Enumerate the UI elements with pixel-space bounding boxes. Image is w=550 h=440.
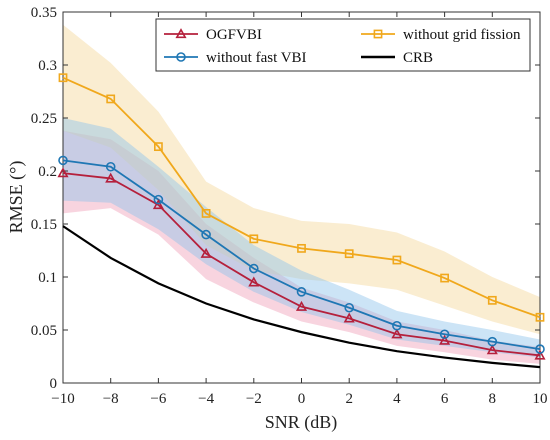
y-tick-label: 0.15 bbox=[31, 217, 57, 233]
legend-marker-0 bbox=[175, 28, 187, 39]
y-axis-label: RMSE (°) bbox=[6, 161, 27, 234]
data-point-1 bbox=[201, 209, 211, 218]
data-point-1 bbox=[344, 249, 354, 259]
legend: OGFVBI without grid fission without fast V… bbox=[155, 18, 531, 72]
data-point-1 bbox=[487, 295, 497, 305]
series-line-0 bbox=[62, 172, 541, 357]
data-point-2 bbox=[487, 336, 498, 347]
data-point-1 bbox=[535, 312, 545, 322]
data-point-0 bbox=[295, 300, 308, 311]
data-point-0 bbox=[343, 312, 355, 323]
series-line-1 bbox=[62, 76, 541, 319]
confidence-band-0 bbox=[63, 130, 540, 364]
data-point-2 bbox=[392, 320, 402, 331]
data-point-2 bbox=[249, 263, 259, 274]
y-tick-label: 0 bbox=[50, 376, 58, 392]
x-tick-label: −2 bbox=[246, 391, 262, 407]
x-tick-label: −6 bbox=[150, 391, 166, 407]
x-tick-label: 6 bbox=[441, 391, 449, 407]
x-tick-label: 2 bbox=[345, 391, 353, 407]
y-tick-label: 0.05 bbox=[31, 323, 57, 339]
x-tick-label: −10 bbox=[51, 391, 74, 407]
series-markers bbox=[57, 73, 546, 360]
confidence-bands bbox=[63, 24, 540, 364]
data-point-2 bbox=[58, 155, 68, 166]
x-tick-label: 0 bbox=[298, 391, 306, 407]
legend-label-3: CRB bbox=[403, 50, 433, 66]
x-axis-label: SNR (dB) bbox=[265, 412, 338, 433]
legend-marker-1 bbox=[373, 29, 383, 39]
data-point-0 bbox=[200, 247, 212, 258]
y-tick-label: 0.3 bbox=[38, 58, 57, 74]
confidence-band-1 bbox=[63, 24, 540, 335]
y-tick-label: 0.2 bbox=[38, 164, 57, 180]
series-line-2 bbox=[62, 159, 541, 350]
y-tick-label: 0.25 bbox=[31, 111, 57, 127]
data-point-2 bbox=[344, 302, 355, 313]
data-point-0 bbox=[248, 276, 260, 287]
data-point-2 bbox=[201, 229, 211, 240]
data-point-0 bbox=[439, 334, 451, 345]
data-point-0 bbox=[534, 349, 546, 360]
legend-label-0: OGFVBI bbox=[206, 27, 262, 43]
legend-marker-2 bbox=[176, 52, 186, 62]
series-lines bbox=[62, 76, 541, 369]
data-point-0 bbox=[105, 172, 117, 183]
y-tick-label: 0.35 bbox=[31, 5, 57, 21]
data-point-1 bbox=[106, 94, 116, 104]
x-tick-label: 10 bbox=[533, 391, 548, 407]
legend-box bbox=[155, 18, 531, 72]
data-point-1 bbox=[58, 73, 68, 83]
data-point-0 bbox=[391, 328, 403, 339]
tick-marks: −10 −8 −6 −4 −2 0 2 4 6 8 10 0 0.05 0.1 0.15 0.2 0.25 0.3… bbox=[31, 5, 548, 407]
data-point-2 bbox=[296, 287, 307, 297]
data-point-1 bbox=[440, 273, 449, 283]
data-point-2 bbox=[153, 194, 164, 205]
data-point-2 bbox=[439, 329, 450, 340]
data-point-1 bbox=[297, 243, 306, 253]
data-point-0 bbox=[152, 199, 164, 210]
data-point-0 bbox=[486, 344, 498, 355]
x-tick-label: −4 bbox=[198, 391, 214, 407]
x-tick-label: 8 bbox=[489, 391, 497, 407]
data-point-1 bbox=[154, 142, 163, 152]
data-point-1 bbox=[392, 255, 402, 265]
data-point-2 bbox=[105, 161, 116, 172]
data-point-2 bbox=[535, 344, 545, 354]
x-tick-label: 4 bbox=[393, 391, 401, 407]
y-tick-label: 0.1 bbox=[38, 270, 57, 286]
data-point-0 bbox=[57, 167, 69, 178]
data-point-1 bbox=[249, 234, 259, 244]
legend-label-1: without grid fission bbox=[403, 27, 521, 43]
x-tick-label: −8 bbox=[103, 391, 119, 407]
series-line-3 bbox=[62, 225, 541, 369]
legend-label-2: without fast VBI bbox=[206, 50, 307, 66]
